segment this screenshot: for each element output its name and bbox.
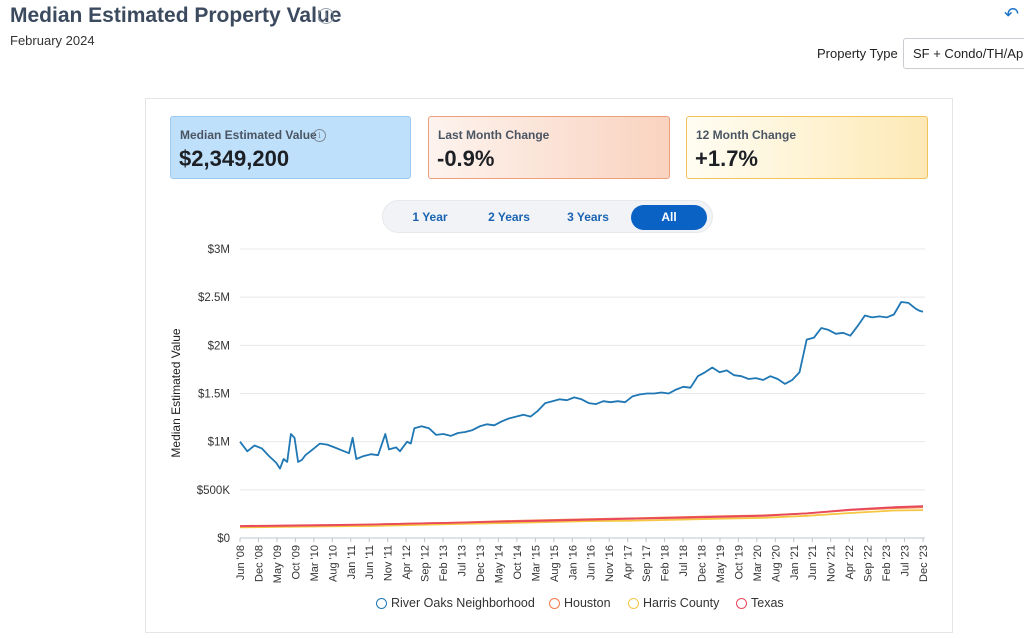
card-value: +1.7%	[695, 146, 758, 171]
y-tick-label: $2.5M	[198, 292, 230, 304]
legend-ring-icon	[376, 597, 387, 609]
twelve-month-change-card: 12 Month Change +1.7%	[686, 116, 928, 179]
legend-item-harris-county[interactable]: Harris County	[628, 596, 719, 610]
legend-label: Houston	[564, 596, 611, 610]
legend-item-river-oaks[interactable]: River Oaks Neighborhood	[376, 596, 535, 610]
legend-ring-icon	[736, 597, 747, 609]
property-type-select[interactable]: SF + Condo/TH/Ap	[903, 38, 1024, 69]
x-tick-label: Dec '23	[918, 545, 930, 582]
page-subtitle: February 2024	[10, 33, 95, 48]
legend-label: River Oaks Neighborhood	[391, 596, 535, 610]
x-tick-label: Jan '21	[789, 545, 801, 580]
info-icon[interactable]: i	[318, 8, 334, 24]
x-tick-label: Mar '20	[752, 545, 764, 581]
card-label: Last Month Change	[438, 128, 550, 142]
x-tick-label: Dec '18	[696, 545, 708, 582]
card-label: 12 Month Change	[696, 128, 797, 142]
x-tick-label: Jun '16	[586, 545, 598, 580]
x-tick-label: Mar '15	[530, 545, 542, 581]
x-tick-label: Feb '23	[881, 545, 893, 581]
legend-item-houston[interactable]: Houston	[549, 596, 611, 610]
x-tick-label: Jun '11	[364, 545, 376, 579]
card-label: Median Estimated Value	[180, 128, 317, 142]
card-value: -0.9%	[437, 146, 495, 171]
x-tick-label: Apr '17	[623, 545, 635, 580]
y-tick-label: $1M	[208, 437, 230, 449]
x-tick-label: May '14	[493, 545, 505, 583]
y-tick-label: $1.5M	[198, 389, 230, 401]
card-value: $2,349,200	[179, 146, 290, 171]
y-tick-label: $500K	[197, 485, 231, 497]
x-tick-label: Sep '22	[863, 545, 875, 582]
x-tick-label: Oct '09	[290, 545, 302, 580]
legend-label: Texas	[751, 596, 784, 610]
range-all-button[interactable]: All	[631, 205, 707, 230]
property-type-label: Property Type	[817, 46, 898, 61]
series-line-harris-county	[239, 509, 924, 529]
x-tick-label: Sep '17	[641, 545, 653, 582]
x-tick-label: Dec '13	[475, 545, 487, 582]
x-tick-label: Feb '13	[438, 545, 450, 581]
x-tick-label: Jul '13	[457, 545, 469, 576]
x-tick-label: Mar '10	[309, 545, 321, 581]
median-value-card: Median Estimated Value i $2,349,200	[170, 116, 411, 179]
y-tick-label: $0	[217, 533, 230, 545]
x-tick-label: May '19	[715, 545, 727, 583]
x-tick-label: Nov '16	[604, 545, 616, 582]
x-tick-label: Sep '12	[420, 545, 432, 582]
range-3-years-button[interactable]: 3 Years	[567, 210, 609, 224]
x-tick-label: Jul '18	[678, 545, 690, 576]
x-tick-label: May '09	[272, 545, 284, 583]
x-tick-label: Oct '14	[512, 545, 524, 580]
x-tick-label: Dec '08	[253, 545, 265, 582]
series-line-houston	[239, 506, 924, 528]
legend-ring-icon	[549, 597, 560, 609]
x-tick-label: Jan '11	[346, 545, 358, 579]
x-tick-label: Jul '23	[900, 545, 912, 576]
range-1-year-button[interactable]: 1 Year	[412, 210, 448, 224]
legend-label: Harris County	[643, 596, 720, 610]
back-arrow-icon[interactable]: ↶	[1004, 4, 1020, 24]
y-tick-label: $3M	[208, 244, 230, 256]
series-line-texas	[239, 505, 924, 527]
legend-item-texas[interactable]: Texas	[736, 596, 784, 610]
x-tick-label: Jun '08	[235, 545, 247, 580]
x-tick-label: Aug '20	[770, 545, 782, 582]
x-tick-label: Oct '19	[733, 545, 745, 580]
x-tick-label: Nov '11	[383, 545, 395, 581]
legend-ring-icon	[628, 597, 639, 609]
x-tick-label: Feb '18	[660, 545, 672, 581]
x-tick-label: Apr '12	[401, 545, 413, 580]
series-line-river-oaks-neighborhood	[239, 301, 924, 470]
range-selector: 1 Year 2 Years 3 Years All	[382, 200, 713, 233]
chart-panel	[145, 98, 953, 633]
x-tick-label: Aug '10	[327, 545, 339, 582]
info-icon[interactable]: i	[313, 129, 326, 142]
x-tick-label: Aug '15	[549, 545, 561, 582]
range-2-years-button[interactable]: 2 Years	[488, 210, 530, 224]
page-title: Median Estimated Property Value	[10, 4, 342, 27]
x-tick-label: Nov '21	[826, 545, 838, 582]
x-tick-label: Jan '16	[567, 545, 579, 580]
x-tick-label: Apr '22	[844, 545, 856, 580]
x-tick-label: Jun '21	[807, 545, 819, 580]
last-month-change-card: Last Month Change -0.9%	[428, 116, 670, 179]
y-tick-label: $2M	[208, 340, 230, 352]
